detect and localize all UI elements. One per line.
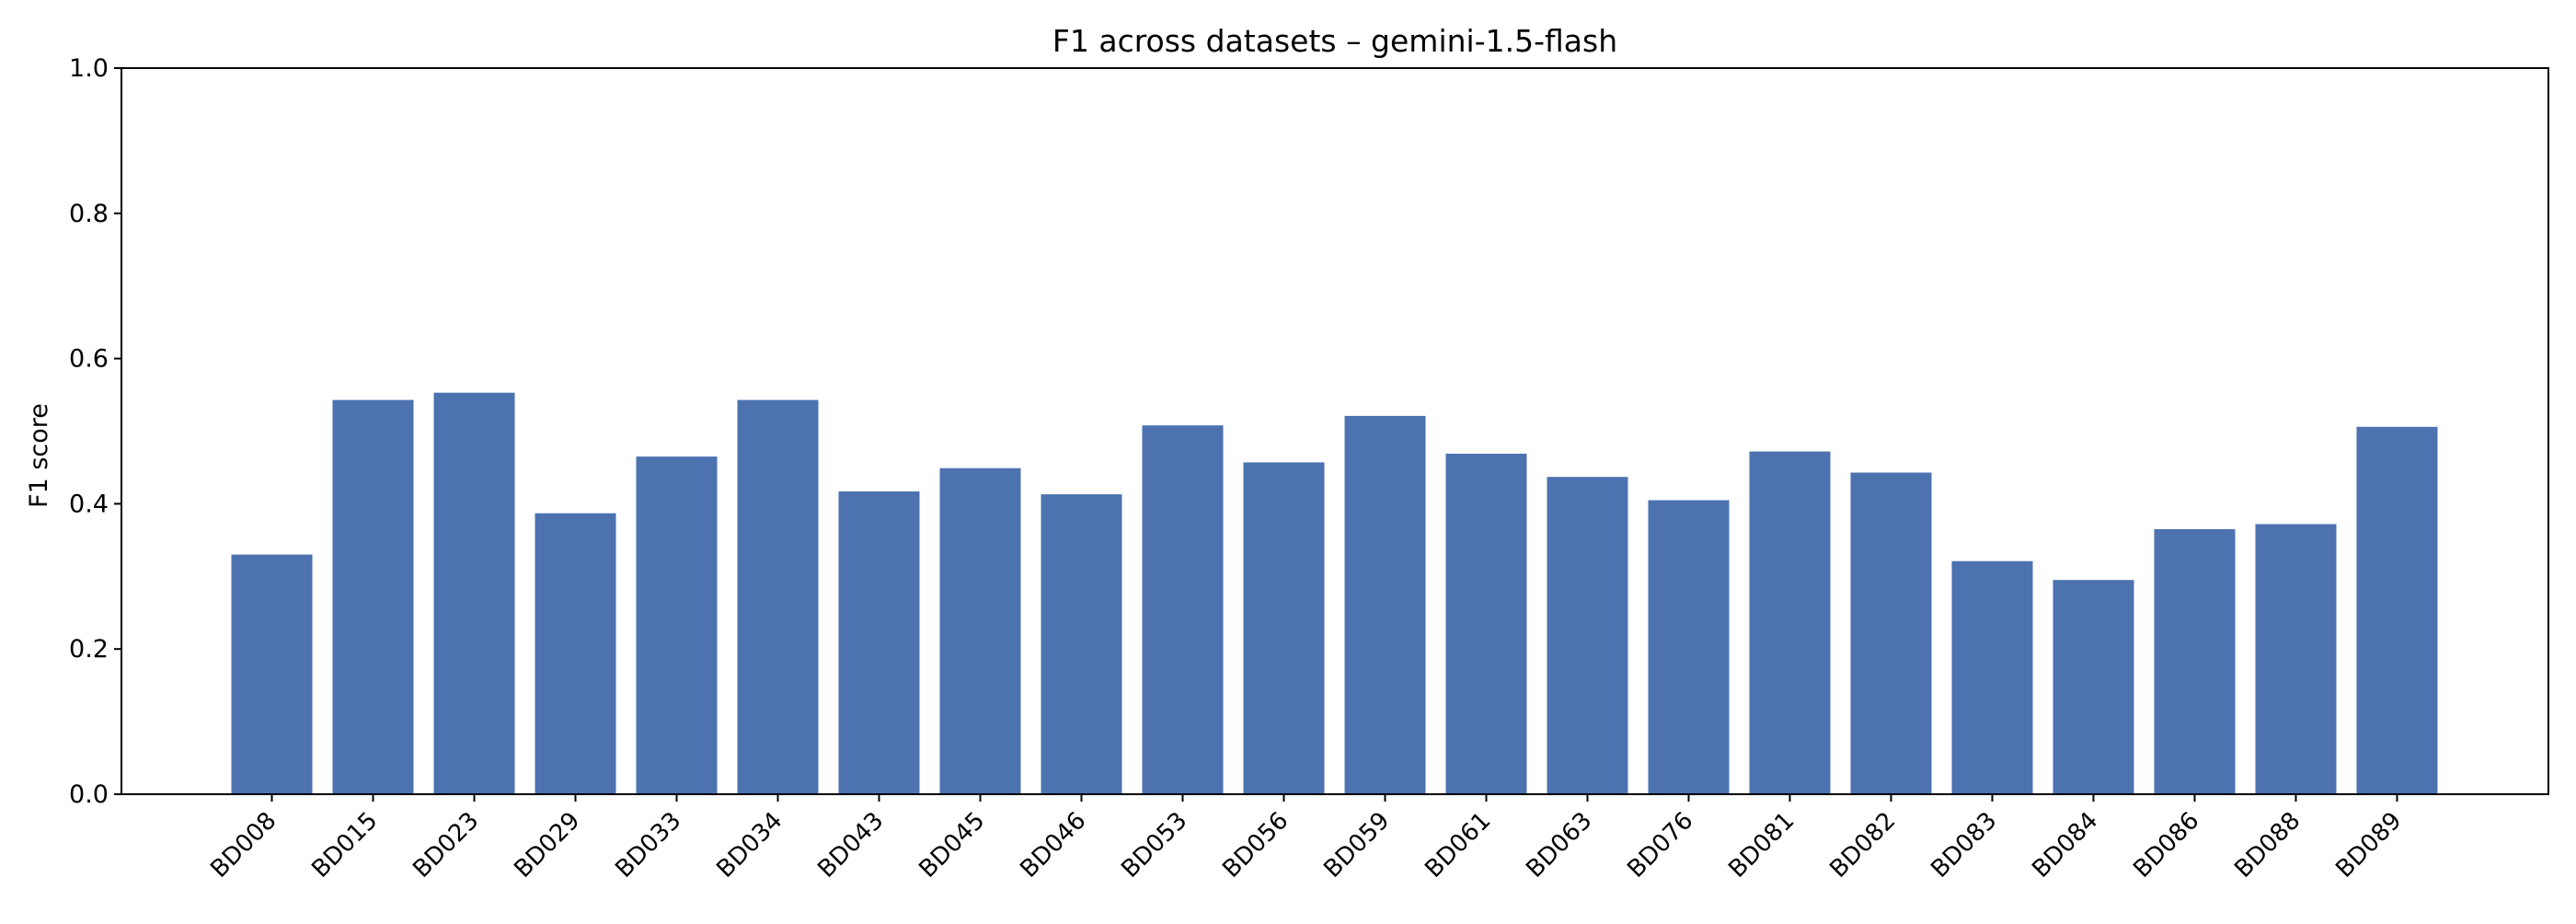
- x-tick-label: BD089: [2330, 807, 2407, 884]
- bar-bd046: [1041, 494, 1122, 794]
- x-tick-label: BD034: [711, 807, 788, 884]
- y-axis-label: F1 score: [25, 403, 53, 508]
- bar-bd015: [332, 399, 414, 794]
- bar-bd045: [939, 468, 1021, 794]
- bars-group: [231, 392, 2438, 794]
- x-tick-label: BD088: [2229, 807, 2306, 884]
- x-tick-label: BD084: [2027, 807, 2103, 884]
- x-tick-label: BD061: [1420, 807, 1496, 884]
- bar-bd043: [838, 491, 920, 794]
- bar-bd059: [1344, 415, 1426, 794]
- x-tick-label: BD015: [306, 807, 383, 884]
- y-tick-label: 0.8: [69, 200, 109, 228]
- bar-bd053: [1142, 425, 1224, 794]
- bar-bd034: [737, 399, 819, 794]
- x-tick-label: BD033: [610, 807, 686, 884]
- x-tick-label: BD008: [205, 807, 282, 884]
- y-tick-label: 0.2: [69, 635, 109, 664]
- x-tick-label: BD076: [1622, 807, 1698, 884]
- x-tick-label: BD083: [1926, 807, 2002, 884]
- x-tick-label: BD029: [509, 807, 585, 884]
- bar-bd081: [1749, 451, 1831, 794]
- bar-bd088: [2255, 524, 2337, 794]
- plot-frame: [121, 67, 2549, 795]
- bar-bd076: [1648, 500, 1730, 794]
- y-tick-label: 0.6: [69, 345, 109, 374]
- y-tick-label: 1.0: [69, 54, 109, 83]
- x-tick-label: BD081: [1723, 807, 1800, 884]
- x-tick-label: BD023: [408, 807, 484, 884]
- x-tick-label: BD056: [1217, 807, 1294, 884]
- y-tick-label: 0.4: [69, 490, 109, 518]
- bar-bd086: [2154, 529, 2236, 794]
- bar-bd082: [1850, 472, 1932, 794]
- x-tick-label: BD043: [812, 807, 889, 884]
- bar-bd083: [1951, 560, 2033, 794]
- x-axis: BD008 BD015 BD023 BD029 BD033 BD034 BD043 BD045…: [205, 794, 2407, 884]
- y-tick-label: 0.0: [69, 780, 109, 809]
- x-tick-label: BD059: [1318, 807, 1395, 884]
- x-tick-label: BD086: [2128, 807, 2204, 884]
- bar-bd063: [1547, 477, 1628, 794]
- bar-bd061: [1445, 454, 1527, 794]
- x-tick-label: BD045: [914, 807, 990, 884]
- bar-bd033: [636, 456, 718, 794]
- x-tick-label: BD063: [1521, 807, 1597, 884]
- bar-bd089: [2356, 426, 2438, 794]
- x-tick-label: BD082: [1824, 807, 1901, 884]
- bar-bd056: [1243, 462, 1325, 794]
- y-axis: 0.0 0.2 0.4 0.6 0.8 1.0: [69, 54, 121, 809]
- bar-bd008: [231, 554, 313, 794]
- x-tick-label: BD053: [1116, 807, 1192, 884]
- bar-bd084: [2053, 580, 2134, 794]
- bar-bd029: [535, 513, 616, 794]
- chart-title: F1 across datasets – gemini-1.5-flash: [1052, 23, 1617, 59]
- bar-bd023: [433, 392, 515, 794]
- x-tick-label: BD046: [1015, 807, 1091, 884]
